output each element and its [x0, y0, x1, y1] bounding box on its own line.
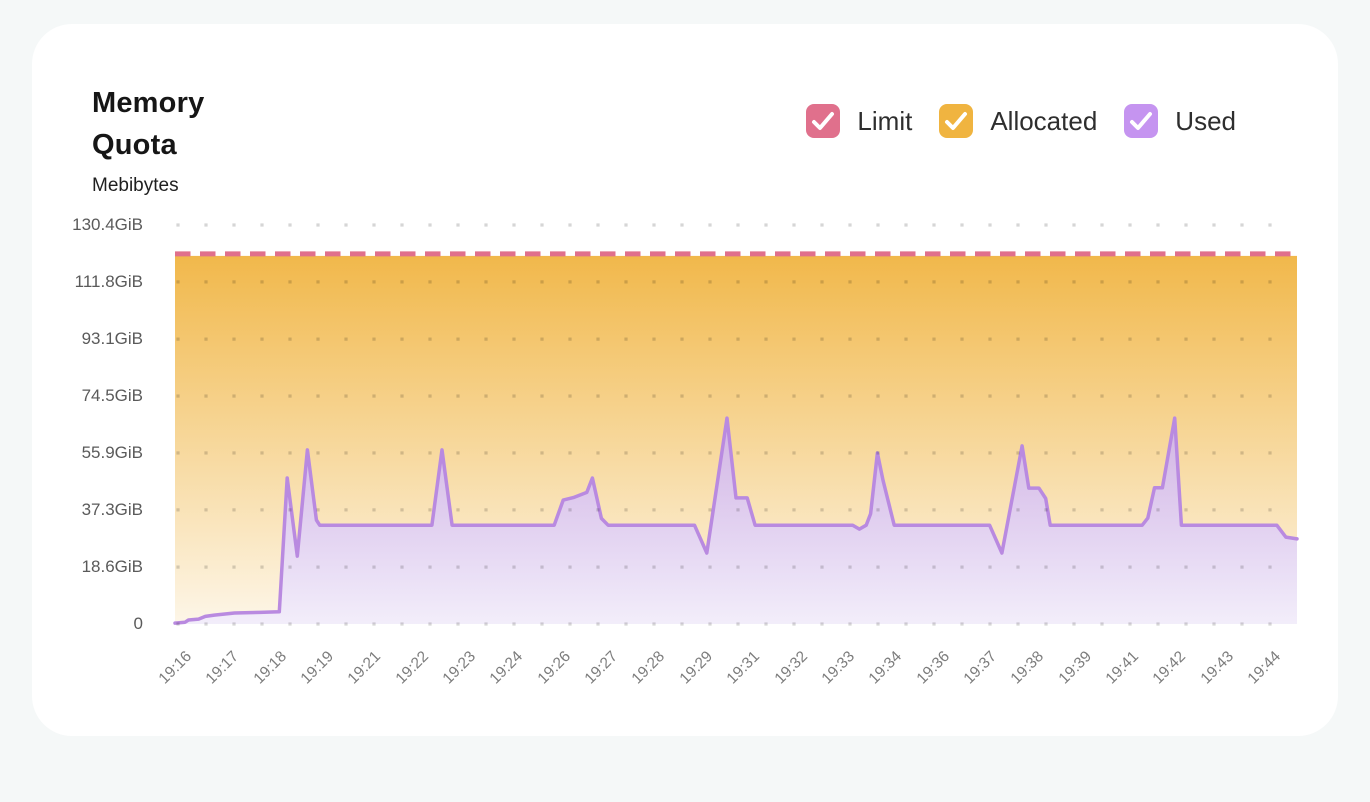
y-axis-tick-label: 74.5GiB	[81, 386, 143, 406]
limit-checkbox-icon[interactable]	[806, 104, 841, 138]
y-axis-tick-label: 18.6GiB	[81, 557, 143, 577]
chart-title: Memory Quota	[92, 87, 205, 162]
chart-plot-area	[173, 223, 1299, 626]
legend: Limit Allocated Used	[806, 104, 1236, 138]
y-axis-tick-label: 0	[133, 614, 143, 633]
allocated-checkbox-icon[interactable]	[939, 104, 974, 138]
legend-label-limit: Limit	[857, 105, 913, 136]
used-checkbox-icon[interactable]	[1124, 104, 1159, 138]
legend-item-limit[interactable]: Limit	[806, 104, 912, 138]
chart-subtitle: Mebibytes	[92, 175, 179, 196]
legend-item-allocated[interactable]: Allocated	[939, 104, 1097, 138]
y-axis-tick-label: 130.4GiB	[72, 215, 143, 234]
y-axis-tick-label: 55.9GiB	[81, 442, 143, 462]
legend-label-allocated: Allocated	[990, 105, 1098, 136]
legend-label-used: Used	[1175, 105, 1236, 136]
y-axis-tick-label: 93.1GiB	[81, 329, 143, 349]
y-axis-tick-label: 37.3GiB	[81, 499, 143, 519]
y-axis-tick-label: 111.8GiB	[74, 271, 143, 291]
legend-item-used[interactable]: Used	[1124, 104, 1236, 138]
